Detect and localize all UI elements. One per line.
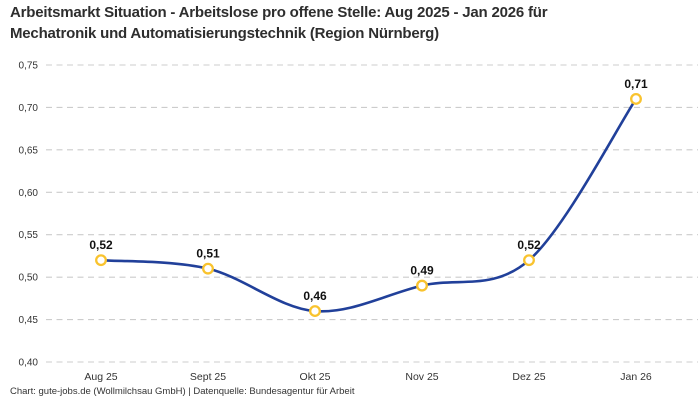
y-axis-tick-label: 0,60 <box>19 188 39 199</box>
data-point-marker <box>95 254 107 267</box>
data-point-label: 0,49 <box>410 264 434 278</box>
x-axis-tick-label: Aug 25 <box>84 371 117 383</box>
data-point-label: 0,51 <box>196 247 220 261</box>
y-axis-tick-label: 0,40 <box>19 358 39 369</box>
y-axis-tick-label: 0,70 <box>19 103 39 114</box>
data-point-label: 0,52 <box>517 238 541 252</box>
data-point-label: 0,71 <box>624 77 648 91</box>
chart-title-line2: Mechatronik und Automatisierungstechnik … <box>10 24 439 42</box>
y-axis-tick-label: 0,55 <box>19 230 39 241</box>
x-axis-tick-label: Jan 26 <box>620 371 652 383</box>
data-point-marker <box>523 254 535 267</box>
data-point-label: 0,52 <box>89 238 113 252</box>
chart-title: Arbeitsmarkt Situation - Arbeitslose pro… <box>10 3 670 44</box>
y-axis-tick-label: 0,45 <box>19 315 39 326</box>
data-point-marker <box>202 262 214 275</box>
data-point-marker <box>630 92 642 105</box>
x-axis-tick-label: Okt 25 <box>300 371 331 383</box>
chart-title-line1: Arbeitsmarkt Situation - Arbeitslose pro… <box>10 4 548 21</box>
y-axis-tick-label: 0,65 <box>19 145 39 156</box>
x-axis-tick-label: Dez 25 <box>512 371 545 383</box>
data-point-label: 0,46 <box>303 289 327 303</box>
x-axis-tick-label: Sept 25 <box>190 371 226 383</box>
data-point-marker <box>416 279 428 292</box>
y-axis-tick-label: 0,75 <box>19 61 39 72</box>
trend-line <box>99 97 638 313</box>
data-point-marker <box>309 305 321 318</box>
chart-source-footer: Chart: gute-jobs.de (Wollmilchsau GmbH) … <box>10 386 355 397</box>
x-axis-tick-label: Nov 25 <box>405 371 438 383</box>
y-axis-tick-label: 0,50 <box>19 273 39 284</box>
